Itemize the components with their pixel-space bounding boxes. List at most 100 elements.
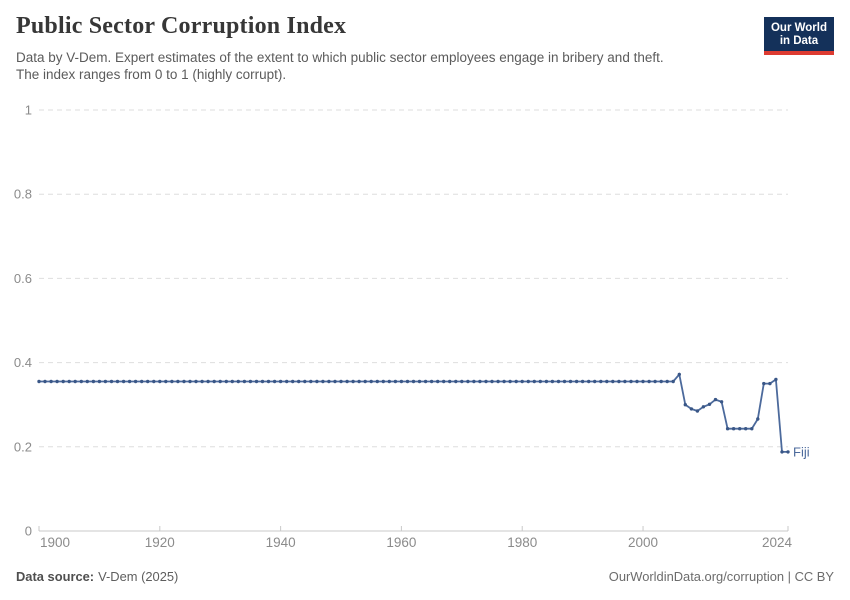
data-point[interactable] (695, 409, 700, 413)
data-point[interactable] (212, 379, 216, 384)
data-point[interactable] (170, 379, 174, 384)
data-point[interactable] (526, 379, 530, 384)
data-point[interactable] (375, 379, 379, 384)
data-point[interactable] (574, 379, 579, 384)
data-point[interactable] (635, 379, 639, 384)
data-point[interactable] (701, 405, 706, 409)
data-point[interactable] (194, 379, 198, 384)
data-point[interactable] (230, 379, 234, 384)
data-point[interactable] (387, 379, 391, 384)
data-point[interactable] (351, 379, 355, 384)
data-point[interactable] (611, 379, 615, 384)
data-point[interactable] (472, 379, 476, 384)
data-point[interactable] (520, 379, 524, 384)
data-point[interactable] (762, 381, 766, 386)
data-point[interactable] (61, 379, 65, 384)
data-point[interactable] (580, 379, 585, 384)
data-point[interactable] (363, 379, 367, 384)
data-point[interactable] (587, 379, 591, 384)
data-point[interactable] (103, 379, 108, 384)
data-point[interactable] (176, 379, 180, 384)
data-point[interactable] (780, 450, 784, 454)
data-point[interactable] (206, 379, 210, 384)
data-point[interactable] (158, 379, 162, 384)
data-point[interactable] (750, 427, 754, 431)
data-point[interactable] (689, 407, 694, 411)
data-point[interactable] (719, 400, 724, 404)
data-point[interactable] (641, 379, 645, 384)
data-point[interactable] (562, 379, 567, 384)
data-point[interactable] (55, 379, 59, 384)
data-point[interactable] (466, 379, 470, 384)
data-point[interactable] (725, 427, 730, 431)
data-point[interactable] (285, 379, 289, 384)
data-point[interactable] (629, 379, 633, 384)
data-point[interactable] (665, 379, 669, 384)
data-point[interactable] (436, 379, 440, 384)
data-point[interactable] (556, 379, 561, 384)
data-point[interactable] (260, 379, 265, 384)
data-point[interactable] (393, 379, 398, 384)
data-point[interactable] (683, 403, 687, 407)
data-point[interactable] (333, 379, 337, 384)
data-point[interactable] (67, 379, 71, 384)
data-point[interactable] (303, 379, 307, 384)
data-point[interactable] (236, 379, 240, 384)
data-point[interactable] (593, 379, 597, 384)
data-point[interactable] (146, 379, 150, 384)
data-point[interactable] (91, 379, 96, 384)
data-point[interactable] (713, 397, 718, 402)
data-point[interactable] (242, 379, 247, 384)
data-point[interactable] (127, 379, 132, 384)
data-point[interactable] (659, 379, 663, 384)
data-point[interactable] (442, 379, 446, 384)
data-point[interactable] (454, 379, 458, 384)
data-point[interactable] (774, 377, 778, 382)
data-point[interactable] (321, 379, 325, 384)
data-point[interactable] (731, 427, 736, 431)
data-point[interactable] (140, 379, 144, 384)
data-point[interactable] (738, 427, 742, 431)
data-point[interactable] (339, 379, 343, 384)
data-point[interactable] (272, 379, 277, 384)
data-point[interactable] (182, 379, 186, 384)
data-point[interactable] (37, 379, 41, 384)
data-point[interactable] (478, 379, 482, 384)
data-point[interactable] (43, 379, 47, 384)
data-point[interactable] (266, 379, 271, 384)
data-point[interactable] (653, 379, 657, 384)
data-point[interactable] (278, 379, 283, 384)
data-point[interactable] (315, 379, 319, 384)
data-point[interactable] (484, 379, 488, 384)
data-point[interactable] (599, 379, 603, 384)
data-point[interactable] (538, 379, 542, 384)
data-point[interactable] (496, 379, 500, 384)
data-point[interactable] (677, 372, 681, 377)
data-point[interactable] (152, 379, 156, 384)
data-point[interactable] (786, 450, 790, 454)
data-point[interactable] (369, 379, 373, 384)
data-point[interactable] (79, 379, 84, 384)
data-point[interactable] (490, 379, 494, 384)
data-point[interactable] (429, 379, 434, 384)
data-point[interactable] (502, 379, 506, 384)
data-point[interactable] (756, 417, 760, 421)
data-point[interactable] (218, 379, 222, 384)
data-point[interactable] (617, 379, 621, 384)
data-point[interactable] (544, 379, 549, 384)
data-point[interactable] (417, 379, 422, 384)
data-point[interactable] (73, 379, 77, 384)
owid-logo[interactable]: Our World in Data (763, 17, 834, 55)
data-point[interactable] (357, 379, 361, 384)
data-point[interactable] (248, 379, 253, 384)
data-point[interactable] (133, 379, 138, 384)
data-point[interactable] (121, 379, 126, 384)
data-point[interactable] (514, 379, 518, 384)
license-link[interactable]: OurWorldinData.org/corruption | CC BY (608, 569, 834, 584)
line-chart[interactable]: 0 0.2 0.4 0.6 0.8 1 1900 1920 1940 1960 1980 2000 20… (0, 95, 850, 560)
data-point[interactable] (345, 379, 349, 384)
data-point[interactable] (224, 379, 228, 384)
data-point[interactable] (568, 379, 573, 384)
data-point[interactable] (109, 379, 114, 384)
data-point[interactable] (744, 427, 748, 431)
